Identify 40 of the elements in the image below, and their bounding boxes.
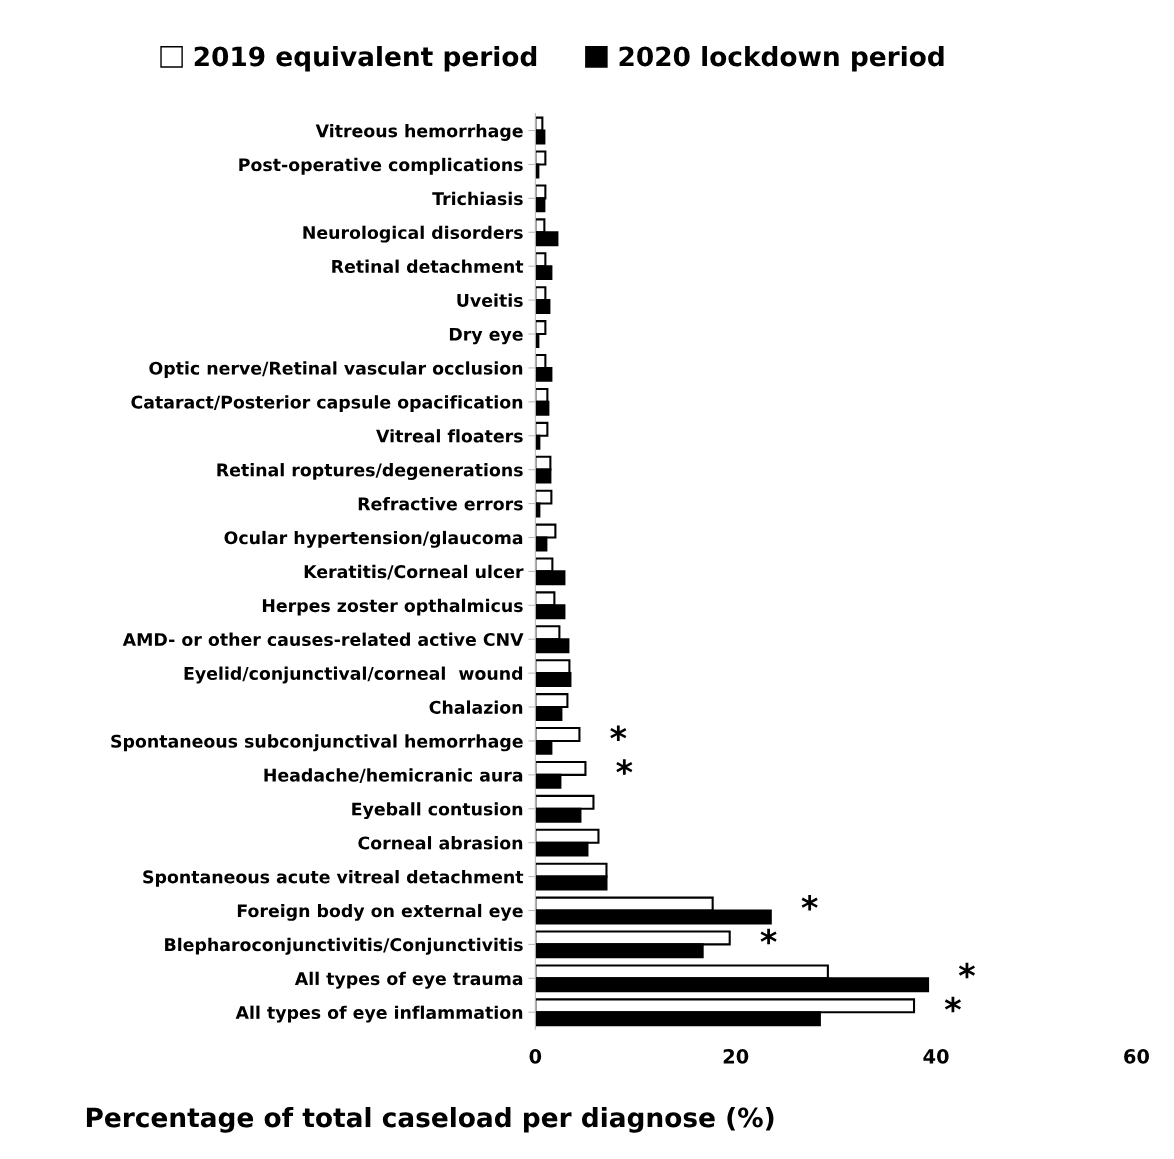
annotation: * bbox=[801, 894, 818, 911]
y-tick-label: Eyeball contusion bbox=[352, 802, 523, 820]
y-tick-label: Retinal detachment bbox=[332, 259, 524, 274]
legend-label: 2020 lockdown period bbox=[619, 45, 944, 72]
x-tick-label: 0 bbox=[529, 1048, 542, 1064]
y-tick-label: Keratitis/Corneal ulcer bbox=[304, 564, 524, 580]
annotation: * bbox=[760, 928, 777, 945]
y-tick-label: Headache/hemicranic aura bbox=[264, 768, 523, 784]
y-tick-label: Ocular hypertension/glaucoma bbox=[224, 530, 523, 548]
annotation: * bbox=[958, 962, 975, 979]
y-tick-label: All types of eye inflammation bbox=[235, 1005, 523, 1023]
y-tick-label: Neurological disorders bbox=[303, 225, 523, 243]
y-tick-label: Cataract/Posterior capsule opacification bbox=[131, 395, 523, 413]
y-tick-label: Retinal roptures/degenerations bbox=[217, 463, 523, 480]
legend-label: 2019 equivalent period bbox=[194, 45, 537, 72]
y-tick-label: Trichiasis bbox=[432, 191, 523, 206]
y-tick-label: Vitreous hemorrhage bbox=[315, 123, 523, 141]
y-tick-label: All types of eye trauma bbox=[294, 971, 523, 989]
y-tick-label: Blepharoconjunctivitis/Conjunctivitis bbox=[165, 937, 523, 955]
y-tick-label: Dry eye bbox=[449, 327, 523, 345]
annotation: * bbox=[616, 759, 633, 775]
y-tick-label: AMD- or other causes-related active CNV bbox=[122, 632, 524, 647]
annotation: * bbox=[610, 725, 627, 741]
x-tick-label: 40 bbox=[923, 1048, 949, 1064]
y-tick-label: Eyelid/conjunctival/corneal wound bbox=[184, 666, 523, 684]
y-tick-label: Uveitis bbox=[457, 293, 523, 307]
y-tick-label: Vitreal floaters bbox=[376, 429, 523, 443]
y-tick-label: Refractive errors bbox=[358, 496, 523, 511]
annotation: * bbox=[944, 996, 961, 1013]
y-tick-label: Corneal abrasion bbox=[358, 836, 523, 850]
x-axis-title: Percentage of total caseload per diagnose (%) bbox=[86, 1107, 774, 1133]
y-tick-label: Post-operative complications bbox=[239, 157, 523, 175]
y-tick-label: Chalazion bbox=[429, 700, 523, 714]
y-tick-label: Optic nerve/Retinal vascular occlusion bbox=[149, 361, 523, 379]
y-tick-label: Spontaneous acute vitreal detachment bbox=[143, 869, 524, 887]
y-tick-label: Spontaneous subconjunctival hemorrhage bbox=[111, 734, 523, 752]
x-tick-label: 60 bbox=[1124, 1048, 1150, 1064]
x-tick-label: 20 bbox=[723, 1048, 749, 1064]
y-tick-label: Herpes zoster opthalmicus bbox=[262, 598, 523, 616]
y-tick-label: Foreign body on external eye bbox=[237, 903, 523, 921]
